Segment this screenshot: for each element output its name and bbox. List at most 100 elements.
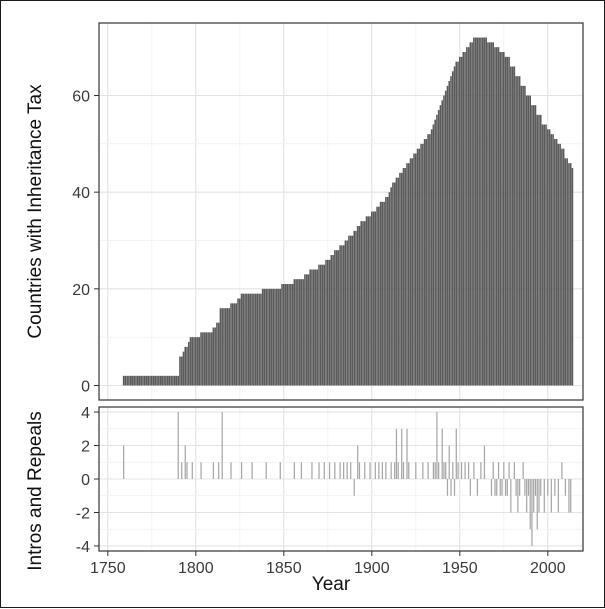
intros-repeals-bar [503,462,505,479]
countries-bar [532,105,535,386]
countries-bar [363,221,366,386]
countries-bar [385,197,387,386]
intros-repeals-bar [538,479,540,513]
intros-repeals-bar [339,462,341,479]
countries-bar [267,288,269,386]
countries-bar [490,42,493,386]
countries-bar [228,308,231,386]
countries-bar [158,375,160,386]
countries-bar [450,76,452,386]
countries-bar [235,303,238,386]
countries-bar [212,327,215,386]
intros-repeals-bar [406,428,408,479]
countries-bar [520,85,523,386]
countries-bar [253,293,255,386]
countries-bar [485,37,487,386]
countries-bar [483,37,486,386]
intros-repeals-bar [200,462,202,479]
intros-repeals-bar [469,479,471,496]
countries-bar [358,226,361,386]
countries-bar [268,288,271,386]
countries-bar [555,139,558,386]
countries-bar [133,375,135,386]
countries-y-tick-label: 40 [72,185,90,202]
countries-bar [365,216,368,386]
countries-bar [291,284,294,386]
intros-repeals-bar [457,462,459,479]
countries-y-axis-title: Countries with Inheritance Tax [25,84,46,339]
countries-bar [397,177,399,386]
countries-bar [543,124,546,386]
countries-bar [172,375,174,386]
intros-repeals-bar [480,462,482,479]
intros-repeals-bar [494,479,496,496]
intros-repeals-bar [422,462,424,479]
countries-bar [249,293,252,386]
countries-bar [242,293,245,386]
intros-repeals-bar [191,462,193,479]
countries-bar [177,375,179,386]
intros-repeals-bar [543,479,545,513]
intros-repeals-bar [561,462,563,479]
countries-bar [531,105,533,386]
countries-bar [383,201,385,386]
countries-bar [467,47,470,386]
intros-repeals-bar [453,479,456,496]
year-x-tick-label: 1850 [266,560,302,577]
countries-bar [409,158,412,386]
countries-bar [369,216,371,386]
countries-bar [534,105,537,386]
intros-repeals-bar [492,462,494,479]
year-x-tick-label: 1900 [354,560,390,577]
countries-bar [205,332,208,386]
countries-bar [407,163,410,386]
intros-repeals-bar [554,479,556,496]
countries-bar [129,375,132,386]
intros-repeals-bar [550,479,552,513]
year-x-tick-label: 2000 [530,560,566,577]
countries-bar [152,375,155,386]
intros-repeals-bar [496,479,498,496]
countries-bar [124,375,127,386]
countries-bar [231,303,234,386]
countries-bar [314,269,317,386]
intros-repeals-bar [397,462,399,479]
countries-bar [191,337,194,386]
intros-repeals-bar [293,462,295,479]
countries-bar [277,288,280,386]
countries-bar [136,375,139,386]
countries-bar [233,303,236,386]
intros-repeals-bar [240,462,243,479]
countries-bar [511,66,514,386]
countries-bar [274,288,276,386]
year-x-tick-label: 1950 [442,560,478,577]
countries-bar [168,375,171,386]
countries-bar [256,293,259,386]
countries-bar [506,56,509,386]
countries-bar [302,279,304,386]
countries-bar [466,47,468,386]
countries-bar [547,129,549,386]
countries-bar [173,375,176,386]
countries-bar [323,264,326,386]
intros-repeals-bar [448,445,450,479]
countries-bar [527,95,530,386]
countries-bar [515,76,517,386]
countries-bar [126,375,128,386]
countries-bar [239,298,241,386]
countries-bar [319,264,322,386]
countries-y-tick-label: 60 [72,89,90,106]
countries-bar [216,322,218,386]
countries-bar [334,250,336,386]
intros-repeals-bar [186,462,188,479]
year-x-axis-title: Year [312,574,351,595]
countries-bar [411,158,414,386]
countries-bar [376,206,378,386]
countries-bar [135,375,137,386]
intros-repeals-bar [311,462,313,479]
intros-repeals-bar [452,462,454,479]
countries-bar [501,52,503,386]
intros-repeals-bar [557,479,559,513]
countries-bar [221,308,223,386]
intros-repeals-bar [357,445,359,479]
